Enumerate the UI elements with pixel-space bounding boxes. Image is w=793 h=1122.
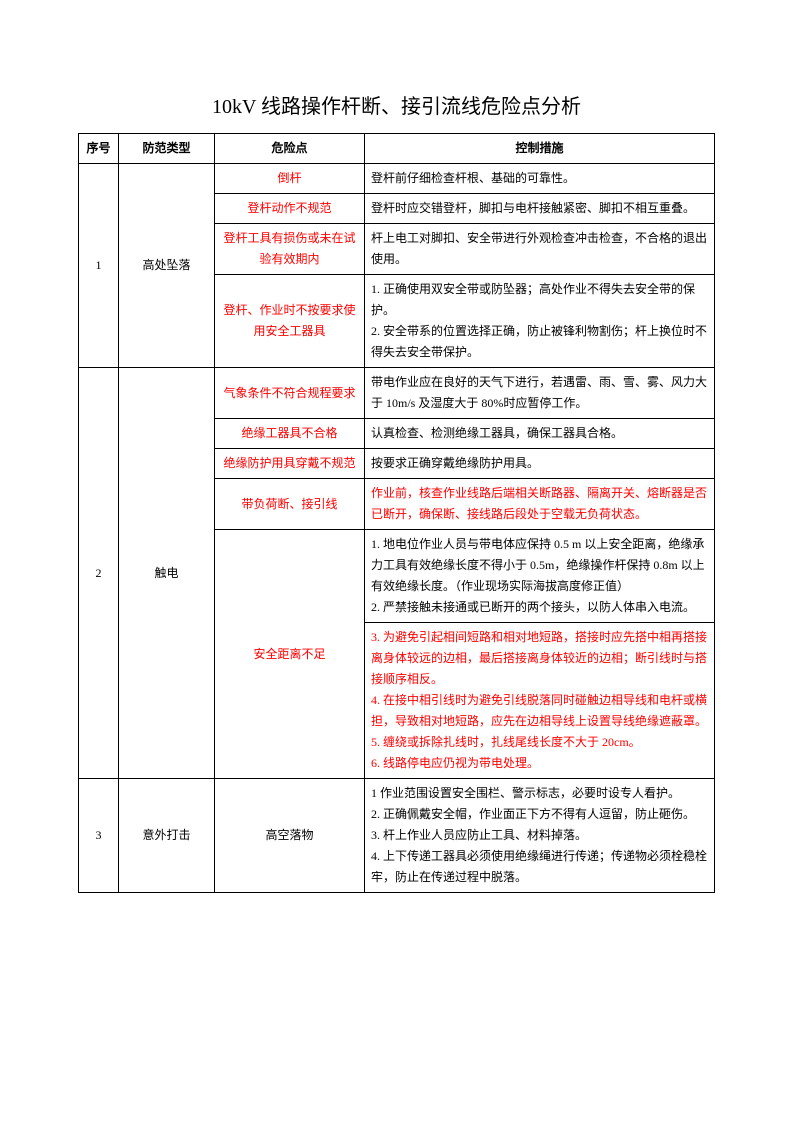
cell-control: 杆上电工对脚扣、安全带进行外观检查冲击检查，不合格的退出使用。 xyxy=(365,224,715,275)
cell-risk: 绝缘工器具不合格 xyxy=(215,419,365,449)
cell-num: 2 xyxy=(79,368,119,779)
table-row: 3意外打击高空落物1 作业范围设置安全围栏、警示标志，必要时设专人看护。2. 正… xyxy=(79,779,715,893)
cell-num: 3 xyxy=(79,779,119,893)
cell-control: 3. 为避免引起相间短路和相对地短路，搭接时应先搭中相再搭接离身体较远的边相，最… xyxy=(365,623,715,779)
th-num: 序号 xyxy=(79,134,119,164)
th-category: 防范类型 xyxy=(119,134,215,164)
cell-risk: 登杆动作不规范 xyxy=(215,194,365,224)
cell-risk: 倒杆 xyxy=(215,164,365,194)
cell-control: 认真检查、检测绝缘工器具，确保工器具合格。 xyxy=(365,419,715,449)
cell-control: 带电作业应在良好的天气下进行，若遇雷、雨、雪、雾、风力大于 10m/s 及湿度大… xyxy=(365,368,715,419)
table-header-row: 序号 防范类型 危险点 控制措施 xyxy=(79,134,715,164)
cell-risk: 登杆、作业时不按要求使用安全工器具 xyxy=(215,275,365,368)
cell-risk: 带负荷断、接引线 xyxy=(215,479,365,530)
cell-num: 1 xyxy=(79,164,119,368)
cell-control: 登杆前仔细检查杆根、基础的可靠性。 xyxy=(365,164,715,194)
table-row: 2触电气象条件不符合规程要求带电作业应在良好的天气下进行，若遇雷、雨、雪、雾、风… xyxy=(79,368,715,419)
cell-control: 1. 正确使用双安全带或防坠器；高处作业不得失去安全带的保护。2. 安全带系的位… xyxy=(365,275,715,368)
cell-category: 触电 xyxy=(119,368,215,779)
cell-control: 登杆时应交错登杆，脚扣与电杆接触紧密、脚扣不相互重叠。 xyxy=(365,194,715,224)
cell-control: 按要求正确穿戴绝缘防护用具。 xyxy=(365,449,715,479)
cell-risk: 安全距离不足 xyxy=(215,530,365,779)
table-row: 1高处坠落倒杆登杆前仔细检查杆根、基础的可靠性。 xyxy=(79,164,715,194)
cell-category: 意外打击 xyxy=(119,779,215,893)
risk-table: 序号 防范类型 危险点 控制措施 1高处坠落倒杆登杆前仔细检查杆根、基础的可靠性… xyxy=(78,133,715,893)
cell-control: 1. 地电位作业人员与带电体应保持 0.5 m 以上安全距离，绝缘承力工具有效绝… xyxy=(365,530,715,623)
th-risk: 危险点 xyxy=(215,134,365,164)
cell-category: 高处坠落 xyxy=(119,164,215,368)
cell-control: 1 作业范围设置安全围栏、警示标志，必要时设专人看护。2. 正确佩戴安全帽，作业… xyxy=(365,779,715,893)
th-control: 控制措施 xyxy=(365,134,715,164)
cell-risk: 气象条件不符合规程要求 xyxy=(215,368,365,419)
cell-risk: 绝缘防护用具穿戴不规范 xyxy=(215,449,365,479)
cell-risk: 高空落物 xyxy=(215,779,365,893)
cell-control: 作业前，核查作业线路后端相关断路器、隔离开关、熔断器是否已断开，确保断、接线路后… xyxy=(365,479,715,530)
cell-risk: 登杆工具有损伤或未在试验有效期内 xyxy=(215,224,365,275)
page-title: 10kV 线路操作杆断、接引流线危险点分析 xyxy=(78,90,715,119)
